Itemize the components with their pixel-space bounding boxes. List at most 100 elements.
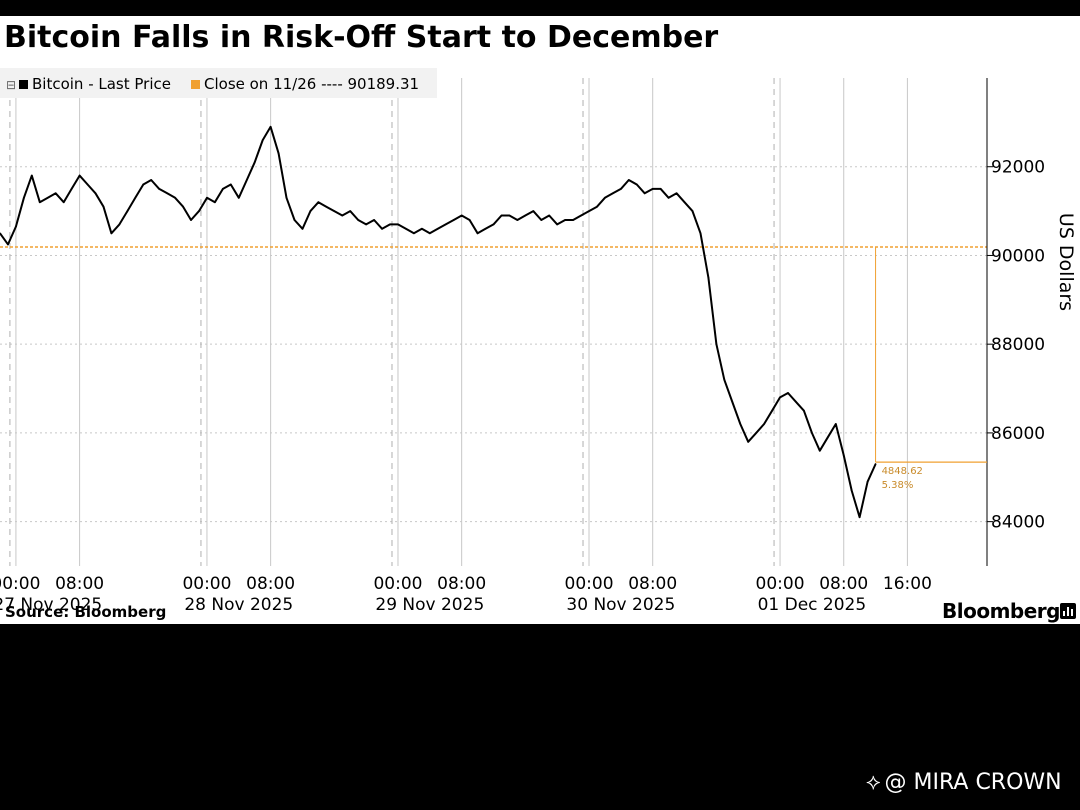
price-point (237, 196, 240, 199)
price-point (381, 228, 383, 230)
price-point (524, 214, 527, 217)
x-tick-label: 16:00 (883, 574, 932, 594)
x-date-label: 30 Nov 2025 (566, 595, 675, 615)
price-point (31, 174, 33, 177)
price-point (564, 219, 566, 221)
price-point (182, 205, 184, 208)
bloomberg-logo: Bloomberg (942, 599, 1060, 623)
price-point (468, 219, 471, 221)
price-point (333, 210, 336, 212)
price-point (532, 210, 535, 212)
source-note: Source: Bloomberg (5, 603, 167, 621)
price-point (500, 214, 503, 217)
x-tick-label: 08:00 (246, 574, 295, 594)
y-tick-label: 90000 (991, 246, 1045, 266)
chart-title: Bitcoin Falls in Risk-Off Start to Decem… (4, 20, 719, 55)
grid-lines (0, 78, 987, 566)
price-point (198, 210, 200, 212)
price-point (325, 205, 328, 208)
x-date-label: 01 Dec 2025 (758, 595, 867, 615)
price-point (158, 188, 160, 190)
price-point (492, 223, 495, 226)
price-point (827, 436, 829, 439)
price-point (667, 196, 670, 199)
price-point (429, 232, 431, 235)
price-point (214, 201, 216, 204)
watermark-text: @ MIRA CROWN (884, 770, 1062, 795)
y-tick-label: 92000 (991, 158, 1045, 178)
legend-box (0, 68, 437, 98)
price-point (357, 219, 359, 221)
price-point (691, 210, 694, 212)
price-point (317, 201, 320, 204)
price-point (484, 228, 487, 230)
price-point (476, 232, 479, 235)
price-point (858, 516, 861, 518)
price-point (46, 196, 49, 199)
price-point (731, 401, 734, 403)
price-point (803, 409, 805, 412)
price-point (78, 174, 81, 177)
price-point (54, 192, 57, 195)
price-point (349, 210, 352, 212)
price-point (38, 201, 41, 204)
price-point (413, 232, 415, 235)
price-point (651, 188, 654, 190)
price-point (166, 192, 168, 195)
y-tick-label: 88000 (991, 335, 1045, 355)
price-point (142, 183, 145, 186)
price-point (7, 243, 9, 246)
price-point (675, 192, 678, 195)
price-point (341, 214, 344, 217)
price-point (771, 409, 773, 412)
price-point (70, 188, 73, 190)
x-tick-label: 00:00 (756, 574, 805, 594)
price-point (628, 179, 630, 181)
price-point (94, 192, 97, 195)
price-point (763, 423, 765, 425)
price-point (508, 214, 511, 217)
price-point (699, 232, 702, 235)
price-point (747, 440, 750, 443)
price-point (405, 228, 407, 230)
price-point (110, 232, 113, 235)
price-point (580, 214, 582, 217)
price-point (301, 228, 304, 230)
price-point (842, 454, 845, 456)
watermark: ⟡ @ MIRA CROWN (866, 770, 1062, 795)
bitcoin-price-line (0, 125, 877, 519)
price-point (23, 196, 25, 199)
price-point (102, 205, 105, 208)
price-point (444, 223, 447, 226)
price-point (174, 196, 176, 199)
legend-label: Bitcoin - Last Price (32, 75, 171, 93)
price-point (134, 196, 137, 199)
price-point (190, 219, 192, 221)
price-point (206, 196, 208, 199)
price-point (86, 183, 89, 186)
x-tick-label: 08:00 (819, 574, 868, 594)
price-point (540, 219, 543, 221)
price-point (723, 378, 726, 381)
x-date-label: 28 Nov 2025 (184, 595, 293, 615)
x-date-label: 27 Nov 2025 (0, 595, 102, 615)
annotations: 4848.62 5.38% (875, 247, 987, 491)
x-tick-label: 00:00 (182, 574, 231, 594)
price-point (819, 449, 821, 452)
price-point (779, 396, 781, 399)
price-point (373, 219, 375, 221)
price-point (285, 196, 288, 199)
price-point (874, 463, 877, 465)
price-point (0, 232, 1, 235)
price-point (118, 223, 121, 226)
price-point (850, 489, 853, 492)
price-point (866, 480, 869, 483)
price-point (293, 219, 296, 221)
x-tick-label: 00:00 (0, 574, 40, 594)
price-point (834, 423, 837, 425)
price-point (277, 152, 280, 155)
price-point (548, 214, 551, 217)
price-point (572, 219, 574, 221)
